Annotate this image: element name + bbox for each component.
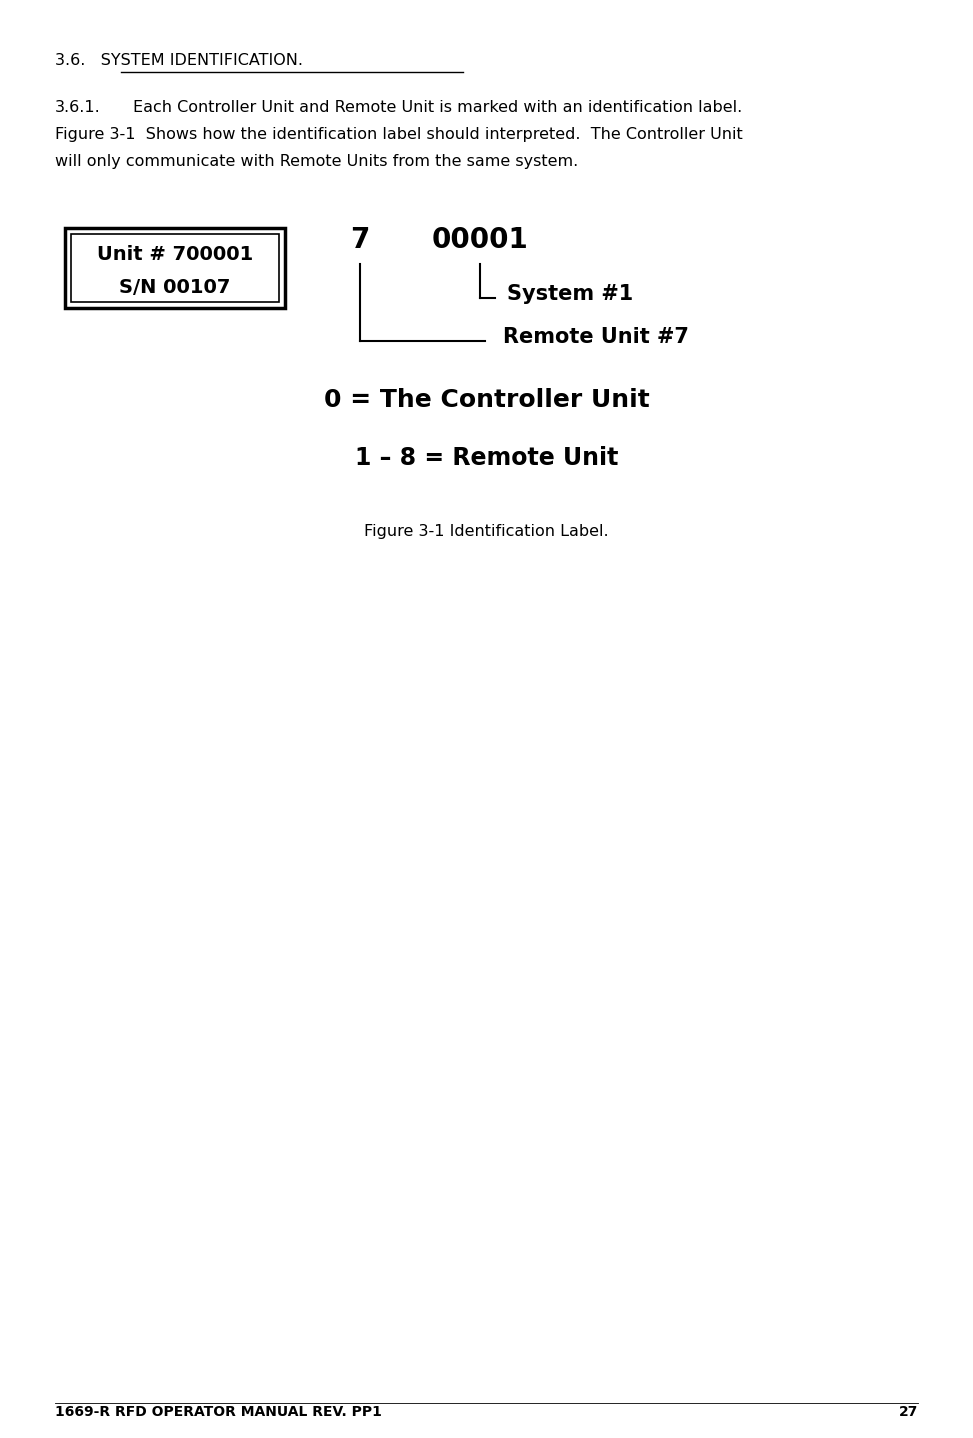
Text: will only communicate with Remote Units from the same system.: will only communicate with Remote Units …	[55, 154, 578, 170]
Bar	[65, 229, 285, 308]
Text: 27: 27	[899, 1405, 918, 1419]
Text: 0 = The Controller Unit: 0 = The Controller Unit	[324, 388, 649, 413]
Text: Figure 3-1  Shows how the identification label should interpreted.  The Controll: Figure 3-1 Shows how the identification …	[55, 127, 742, 142]
Text: Figure 3-1 Identification Label.: Figure 3-1 Identification Label.	[364, 523, 609, 539]
Text: 1 – 8 = Remote Unit: 1 – 8 = Remote Unit	[355, 446, 618, 470]
Bar	[71, 234, 279, 302]
Text: S/N 00107: S/N 00107	[120, 278, 231, 298]
Text: System #1: System #1	[507, 283, 633, 303]
Text: 7: 7	[350, 226, 370, 255]
Text: 3.6.1.: 3.6.1.	[55, 101, 101, 115]
Text: Remote Unit #7: Remote Unit #7	[503, 326, 689, 347]
Text: 3.6.   SYSTEM IDENTIFICATION.: 3.6. SYSTEM IDENTIFICATION.	[55, 53, 303, 68]
Text: 1669-R RFD OPERATOR MANUAL REV. PP1: 1669-R RFD OPERATOR MANUAL REV. PP1	[55, 1405, 381, 1419]
Text: 00001: 00001	[432, 226, 528, 255]
Text: Unit # 700001: Unit # 700001	[97, 244, 253, 265]
Text: Each Controller Unit and Remote Unit is marked with an identification label.: Each Controller Unit and Remote Unit is …	[133, 101, 742, 115]
